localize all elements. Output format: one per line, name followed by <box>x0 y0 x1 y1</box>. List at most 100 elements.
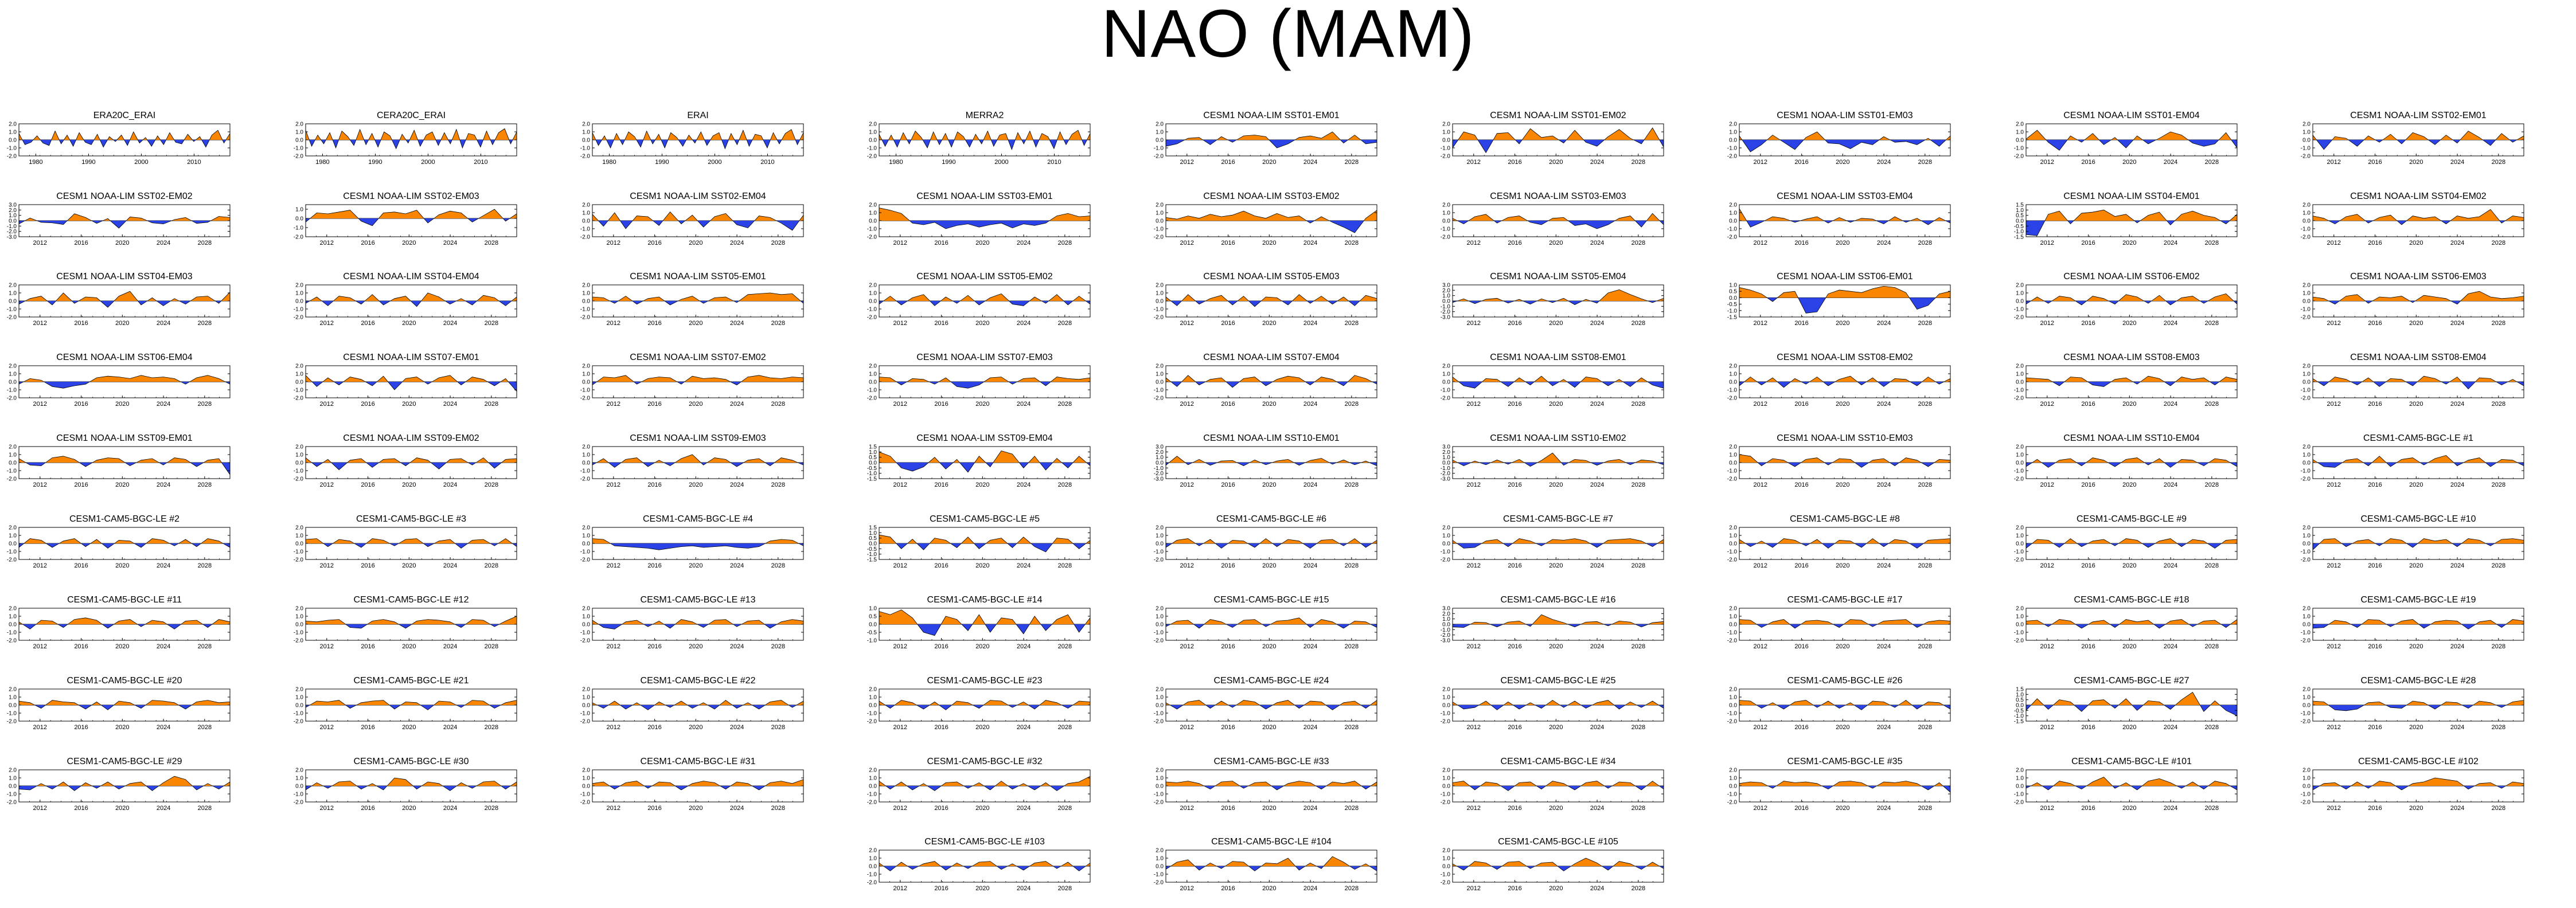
y-tick-label: 0.0 <box>9 460 17 467</box>
y-tick-label: 0.0 <box>582 703 590 709</box>
x-tick-label: 2016 <box>934 643 948 650</box>
y-tick-label: 1.5 <box>869 444 877 451</box>
chart-title: CESM1 NOAA-LIM SST07-EM02 <box>630 353 766 362</box>
x-tick-label: 2016 <box>1508 643 1521 650</box>
negative-area <box>1767 786 1950 793</box>
chart-title: CESM1-CAM5-BGC-LE #29 <box>67 757 182 766</box>
x-tick-label: 2020 <box>402 482 416 488</box>
x-tick-label: 2012 <box>1467 805 1481 812</box>
x-tick-label: 2024 <box>2164 562 2177 569</box>
y-tick-label: 3.0 <box>9 202 17 209</box>
chart-panel: CESM1 NOAA-LIM SST03-EM03 2.01.00.0-1.0-2… <box>1441 191 1664 246</box>
y-tick-label: -2.0 <box>7 229 17 235</box>
x-tick-label: 2028 <box>1918 240 1932 246</box>
series-line <box>879 293 1091 306</box>
x-tick-label: 2024 <box>730 240 744 246</box>
x-tick-label: 2012 <box>1180 562 1194 569</box>
x-tick-label: 2028 <box>1918 805 1932 812</box>
positive-area <box>1739 781 1943 786</box>
x-tick-label: 2016 <box>647 320 661 327</box>
series-line <box>2025 692 2238 717</box>
negative-area <box>2026 786 2237 790</box>
y-tick-label: 0.0 <box>1442 299 1450 305</box>
x-tick-label: 2020 <box>975 482 989 488</box>
x-tick-label: 2028 <box>198 482 212 488</box>
x-tick-label: 2028 <box>198 805 212 812</box>
y-tick-label: 1.0 <box>295 291 303 297</box>
x-tick-label: 2024 <box>1303 482 1317 488</box>
x-tick-label: 2012 <box>33 240 47 246</box>
x-tick-label: 2020 <box>1549 401 1563 408</box>
y-tick-label: -1.5 <box>867 557 877 563</box>
x-tick-label: 2028 <box>1345 643 1359 650</box>
x-tick-label: 2024 <box>2450 159 2464 166</box>
y-tick-label: 2.0 <box>582 202 590 209</box>
positive-area <box>19 700 230 705</box>
x-tick-label: 2012 <box>1467 885 1481 892</box>
x-tick-label: 2020 <box>2409 159 2423 166</box>
y-tick-label: 2.0 <box>295 444 303 451</box>
x-tick-label: 2016 <box>1221 401 1235 408</box>
series-line <box>305 375 517 392</box>
series-line <box>592 375 804 386</box>
x-tick-label: 2012 <box>33 724 47 731</box>
x-tick-label: 2028 <box>485 562 498 569</box>
x-tick-label: 2024 <box>157 401 170 408</box>
series-line <box>1165 294 1377 307</box>
x-tick-label: 2028 <box>2492 805 2505 812</box>
negative-area <box>2026 705 2237 716</box>
y-tick-label: -2.0 <box>7 719 17 725</box>
chart-title: CESM1 NOAA-LIM SST07-EM04 <box>1203 353 1340 362</box>
series-line <box>305 777 517 791</box>
chart-title: ERAI <box>687 111 708 120</box>
chart-title: CESM1 NOAA-LIM SST10-EM03 <box>1777 433 1913 443</box>
positive-area <box>1739 209 1946 221</box>
positive-area <box>2026 130 2231 140</box>
x-tick-label: 2028 <box>1918 159 1932 166</box>
chart-title: CESM1-CAM5-BGC-LE #12 <box>354 595 469 605</box>
x-tick-label: 2028 <box>485 320 498 327</box>
y-tick-label: 2.0 <box>1156 202 1164 209</box>
x-tick-label: 2028 <box>485 482 498 488</box>
y-tick-label: 0.0 <box>869 299 877 305</box>
x-tick-label: 2012 <box>607 805 620 812</box>
x-tick-label: 2020 <box>1549 240 1563 246</box>
positive-area <box>879 130 1090 140</box>
y-tick-label: -1.0 <box>1154 549 1164 555</box>
x-tick-label: 2028 <box>2205 805 2219 812</box>
negative-area <box>1745 543 1924 549</box>
y-tick-label: 0.0 <box>1729 138 1737 144</box>
y-tick-label: -2.0 <box>7 800 17 806</box>
y-tick-label: -1.0 <box>1727 468 1738 475</box>
x-tick-label: 2016 <box>2368 401 2382 408</box>
x-tick-label: 2012 <box>1754 724 1767 731</box>
y-tick-label: -1.0 <box>2301 388 2311 394</box>
chart-panel: CESM1-CAM5-BGC-LE #5 1.51.00.50.0-0.5-1.0… <box>867 514 1091 569</box>
x-tick-label: 2024 <box>1017 643 1031 650</box>
x-tick-label: 2016 <box>2081 240 2095 246</box>
negative-area <box>1458 382 1664 389</box>
x-tick-label: 2016 <box>647 643 661 650</box>
x-tick-label: 2028 <box>2205 724 2219 731</box>
y-tick-label: -2.0 <box>1154 557 1164 563</box>
x-tick-label: 2024 <box>1590 240 1604 246</box>
x-tick-label: 2012 <box>1467 320 1481 327</box>
y-tick-label: 1.0 <box>869 530 877 537</box>
positive-area <box>1166 210 1377 221</box>
chart-title: CESM1 NOAA-LIM SST03-EM03 <box>1490 191 1626 201</box>
x-tick-label: 2024 <box>2164 159 2177 166</box>
x-tick-label: 2028 <box>771 401 785 408</box>
x-tick-label: 2020 <box>115 401 129 408</box>
y-tick-label: 1.0 <box>582 614 590 620</box>
series-line <box>305 700 517 710</box>
y-tick-label: 1.0 <box>1729 533 1737 539</box>
x-tick-label: 2020 <box>2122 562 2136 569</box>
y-tick-label: 1.0 <box>1442 533 1450 539</box>
y-tick-label: -1.0 <box>1441 388 1451 394</box>
y-tick-label: -2.0 <box>1727 719 1738 725</box>
y-tick-label: 0.0 <box>2302 703 2310 709</box>
x-tick-label: 2012 <box>2327 482 2341 488</box>
x-tick-label: 2016 <box>934 805 948 812</box>
x-tick-label: 2020 <box>402 643 416 650</box>
y-tick-label: -2.0 <box>580 476 591 483</box>
